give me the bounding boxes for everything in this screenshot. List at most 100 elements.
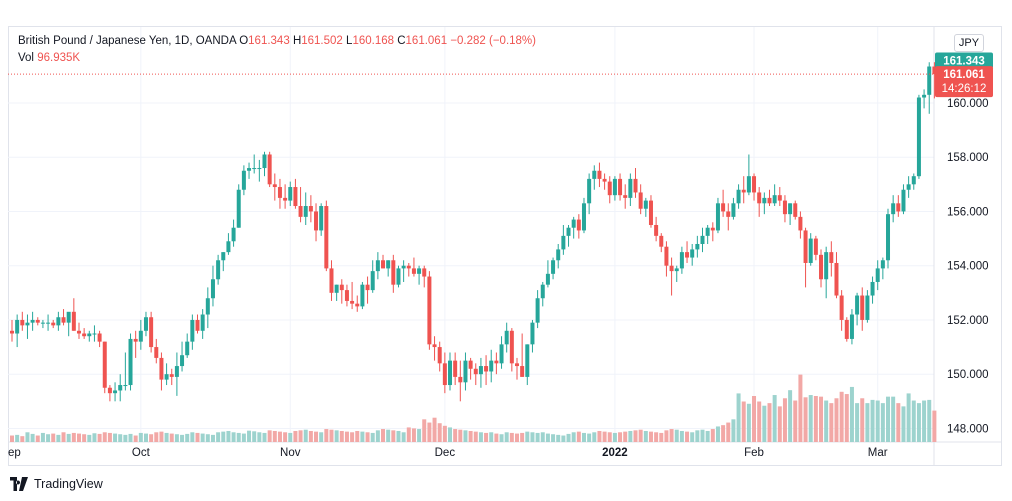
candle-body	[499, 344, 504, 364]
volume-bar	[880, 403, 885, 442]
candle-body	[473, 368, 478, 375]
time-axis[interactable]: ep Oct Nov Dec 2022 Feb Mar	[8, 447, 888, 459]
candle-body	[355, 303, 360, 307]
candle	[15, 314, 20, 348]
volume-bar	[530, 432, 535, 442]
candle-body	[267, 154, 272, 185]
volume-label[interactable]: Vol	[18, 52, 34, 64]
volume-bar	[200, 433, 205, 442]
candle-body	[752, 176, 757, 193]
volume-bar	[35, 435, 40, 442]
candle-body	[164, 374, 169, 380]
volume-bar	[468, 430, 473, 442]
candle	[386, 260, 391, 277]
candle	[839, 290, 844, 331]
candle-body	[314, 211, 319, 231]
price-tick-label: 150.000	[947, 369, 989, 381]
candle	[654, 216, 659, 242]
candle-body	[288, 187, 293, 201]
volume-bar	[247, 430, 252, 442]
candle	[185, 333, 190, 358]
volume-bar	[752, 396, 757, 442]
candle-body	[911, 176, 916, 185]
candle	[143, 311, 148, 337]
candle-body	[252, 168, 257, 170]
candle	[61, 309, 66, 326]
volume-value: 96.935K	[37, 52, 81, 64]
candle-body	[143, 317, 148, 331]
volume-bar	[169, 433, 174, 442]
candle	[35, 317, 40, 326]
volume-bar	[437, 423, 442, 442]
volume-bar	[731, 419, 736, 442]
volume-bar	[221, 431, 226, 442]
candle-body	[715, 203, 720, 231]
candle-body	[308, 206, 313, 212]
candle	[76, 322, 81, 339]
volume-bar	[762, 405, 767, 442]
candle-body	[906, 184, 911, 190]
volume-bar	[71, 432, 76, 442]
candle	[798, 211, 803, 239]
volume-bar	[628, 430, 633, 442]
candle	[860, 287, 865, 331]
candle	[468, 357, 473, 380]
candle	[762, 192, 767, 215]
volume-bar	[757, 401, 762, 442]
symbol-title[interactable]: British Pound / Japanese Yen, 1D, OANDA	[18, 35, 236, 47]
candle-body	[205, 298, 210, 315]
candle-body	[231, 227, 236, 242]
candle	[118, 374, 123, 402]
time-tick-label: ep	[8, 447, 21, 459]
candle	[149, 311, 154, 353]
candle-body	[736, 189, 741, 204]
candle-body	[437, 347, 442, 364]
volume-bar	[458, 429, 463, 442]
high-value: 161.502	[301, 35, 343, 47]
volume-bar	[159, 431, 164, 442]
volume-bar	[504, 432, 509, 442]
candle-body	[432, 344, 437, 348]
candle	[618, 173, 623, 201]
currency-badge[interactable]: JPY	[954, 34, 984, 52]
candle	[922, 89, 927, 109]
volume-bar	[484, 432, 489, 442]
candle	[51, 319, 56, 329]
candle-body	[92, 333, 97, 335]
candle-body	[159, 357, 164, 380]
volume-bar	[76, 433, 81, 442]
candle-body	[839, 295, 844, 320]
candle	[932, 62, 937, 99]
candle-body	[886, 214, 891, 261]
candle	[56, 311, 61, 331]
candle-body	[360, 284, 365, 307]
candle-body	[463, 360, 468, 383]
tradingview-brand[interactable]: TradingView	[34, 477, 103, 491]
candle-body	[277, 187, 282, 198]
volume-bar	[190, 432, 195, 442]
candle	[82, 328, 87, 339]
volume-bar	[463, 430, 468, 442]
candle-body	[272, 184, 277, 188]
volume-bar	[540, 432, 545, 442]
candle	[381, 254, 386, 269]
candle-body	[468, 360, 473, 369]
candle	[169, 368, 174, 386]
volume-bar	[654, 432, 659, 442]
volume-bar	[82, 434, 87, 442]
candle-body	[726, 211, 731, 217]
candle	[788, 203, 793, 226]
volume-bar	[216, 432, 221, 442]
price-axis[interactable]: 148.000 150.000 152.000 154.000 156.000 158.0…	[947, 98, 989, 435]
volume-bar	[695, 430, 700, 442]
candle-body	[829, 252, 834, 263]
candle-body	[15, 319, 20, 334]
candle-body	[782, 200, 787, 215]
candle	[97, 330, 102, 348]
volume-bar	[272, 430, 277, 442]
volume-bar	[422, 419, 427, 442]
open-value: 161.343	[248, 35, 290, 47]
tradingview-logo-icon[interactable]	[10, 477, 28, 491]
candle	[427, 271, 432, 350]
